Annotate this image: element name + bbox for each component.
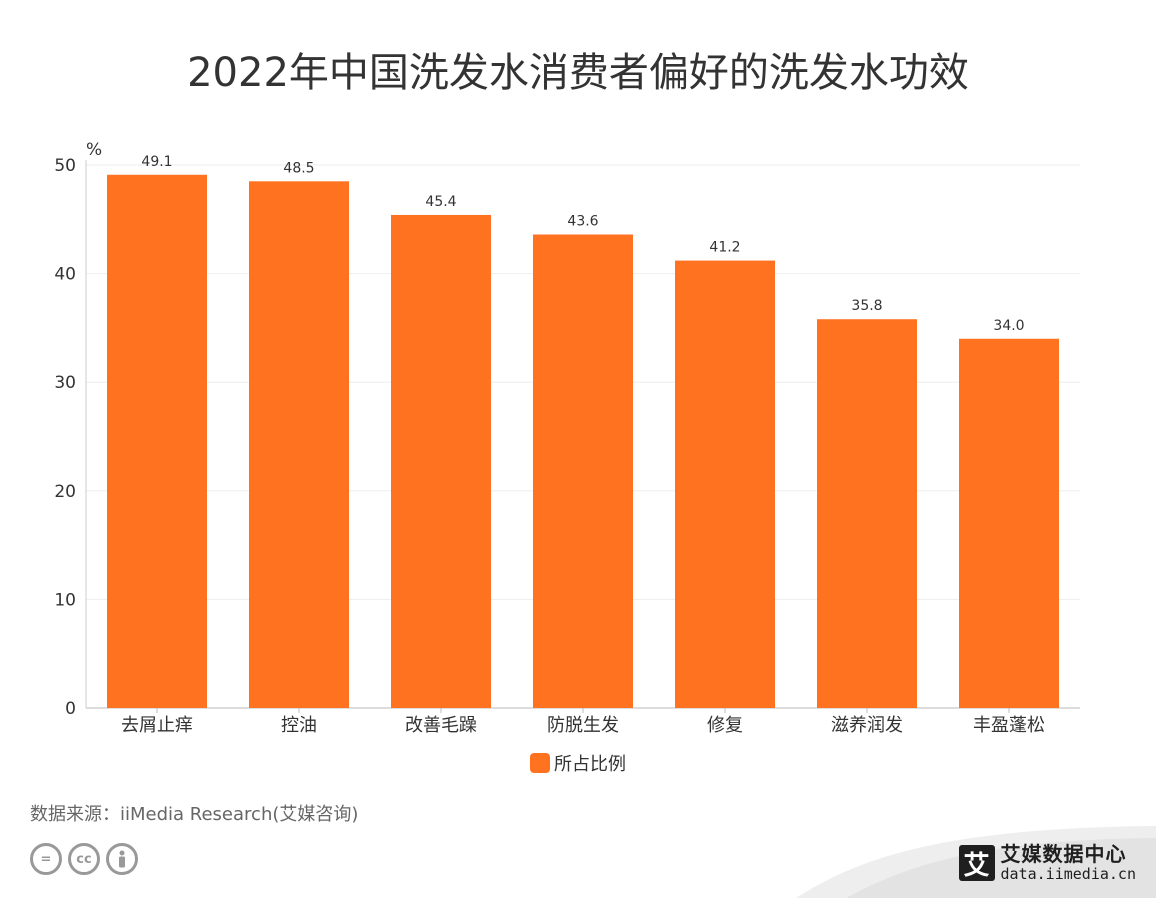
x-tick-label: 防脱生发 [547, 715, 619, 736]
brand-logo-icon: 艾 [958, 845, 995, 881]
y-tick-label: 30 [54, 373, 76, 393]
bar [391, 214, 491, 708]
y-tick-label: 20 [54, 482, 76, 502]
person-icon [106, 843, 138, 875]
legend-label: 所占比例 [554, 754, 626, 775]
data-label: 45.4 [425, 194, 456, 210]
y-tick-label: 50 [54, 156, 76, 176]
y-tick-label: 10 [54, 590, 76, 610]
x-tick-label: 去屑止痒 [121, 715, 193, 736]
equal-icon: = [30, 843, 62, 875]
bar [107, 174, 207, 709]
bar [533, 234, 633, 708]
bar [249, 181, 349, 709]
brand-name: 艾媒数据中心 [1000, 842, 1127, 866]
data-label: 34.0 [993, 318, 1024, 334]
data-label: 35.8 [851, 298, 882, 314]
x-tick-label: 丰盈蓬松 [973, 715, 1045, 736]
y-tick-label: 0 [65, 699, 76, 719]
brand-area: 艾 艾媒数据中心 data.iimedia.cn [736, 820, 1156, 898]
data-label: 43.6 [567, 214, 598, 230]
brand-logo-block: 艾 艾媒数据中心 data.iimedia.cn [958, 842, 1136, 883]
legend[interactable]: 所占比例 [0, 750, 1156, 776]
x-tick-label: 滋养润发 [831, 715, 903, 736]
bar [959, 338, 1059, 708]
data-label: 49.1 [141, 154, 172, 170]
license-icons: = cc [30, 843, 138, 875]
x-tick-label: 控油 [281, 715, 317, 736]
brand-url: data.iimedia.cn [1000, 865, 1136, 883]
x-tick-label: 修复 [707, 715, 743, 736]
bar [817, 319, 917, 708]
chart-title: 2022年中国洗发水消费者偏好的洗发水功效 [187, 50, 969, 96]
bar [675, 260, 775, 708]
cc-icon: cc [68, 843, 100, 875]
y-unit-label: % [86, 140, 102, 160]
legend-swatch [530, 753, 550, 773]
y-tick-label: 40 [54, 265, 76, 285]
data-source: 数据来源：iiMedia Research(艾媒咨询) [30, 804, 359, 825]
x-tick-label: 改善毛躁 [405, 715, 477, 736]
data-label: 48.5 [283, 160, 314, 176]
data-label: 41.2 [709, 240, 740, 256]
